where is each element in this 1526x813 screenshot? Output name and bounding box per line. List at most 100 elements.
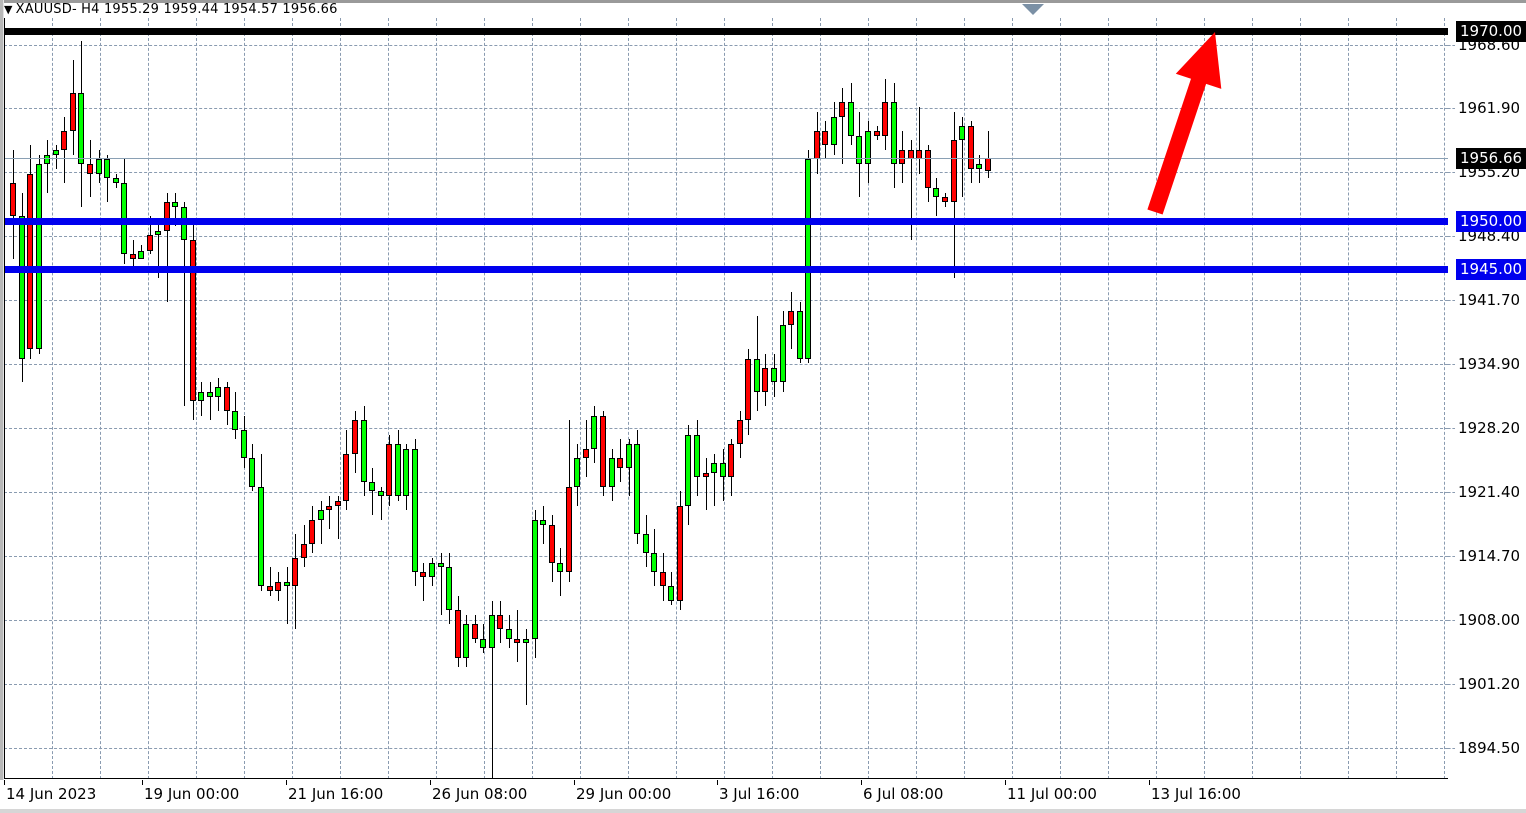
candle-body-bullish [805,159,812,359]
gridline-horizontal [4,44,1448,46]
price-level-label-1950-00[interactable]: 1950.00 [1456,211,1526,233]
price-axis-tick [1448,299,1455,301]
candle-body-bullish [796,311,803,359]
candle-body-bullish [428,562,435,577]
gridline-vertical [724,18,725,779]
gridline-horizontal [4,492,1448,494]
price-axis-label: 1941.70 [1458,290,1521,309]
candle-body-bullish [830,116,837,146]
candle-body-bullish [52,149,59,155]
candle-body-bullish [719,463,726,478]
candle-body-bearish [745,358,752,421]
candle-body-bullish [865,130,871,165]
gridline-horizontal [4,108,1448,110]
price-level-line-1956-66[interactable] [4,157,1448,159]
candle-wick [526,629,527,705]
candle-body-bullish [488,614,495,649]
time-axis[interactable]: 14 Jun 2023 19 Jun 00:00 21 Jun 16:00 26 Ju… [0,780,1526,809]
price-level-label-1970-00[interactable]: 1970.00 [1456,21,1526,43]
gridline-horizontal [4,364,1448,366]
candle-body-bearish [326,505,333,511]
candle-wick [47,140,48,193]
price-axis-tick [1448,684,1455,686]
candle-body-bullish [770,368,777,383]
time-axis-tick [4,780,5,785]
candle-body-bearish [617,458,624,468]
time-axis-label: 21 Jun 16:00 [288,785,384,803]
candle-body-bearish [266,586,273,592]
candle-body-bullish [394,444,401,497]
gridline-vertical [1204,18,1205,779]
candle-wick [919,107,920,174]
candle-body-bearish [813,130,820,160]
candle-wick [107,154,108,203]
trend-arrow-annotation [1147,32,1222,215]
candle-body-bearish [129,254,136,259]
gridline-horizontal [4,556,1448,557]
candle-body-bearish [676,505,683,601]
gridline-vertical [1396,18,1397,779]
time-axis-label: 26 Jun 08:00 [432,785,528,803]
candle-body-bullish [240,429,247,459]
candle-wick [423,562,424,601]
gridline-vertical [484,18,485,779]
candle-body-bullish [976,164,983,169]
collapse-triangle-icon[interactable]: ▼ [4,3,13,16]
gridline-vertical [964,18,965,779]
candle-body-bearish [882,102,889,136]
gridline-horizontal [4,236,1448,238]
price-axis-label: 1901.20 [1458,675,1521,694]
gridline-vertical [1252,18,1253,779]
candle-body-bullish [694,434,700,478]
price-level-label-1956-66[interactable]: 1956.66 [1456,147,1526,169]
candle-body-bearish [984,157,991,171]
candle-body-bearish [822,130,829,146]
candle-wick [372,467,373,516]
price-level-line-1945-00[interactable] [4,265,1448,273]
time-axis-label: 29 Jun 00:00 [576,785,672,803]
candle-body-bullish [523,638,529,644]
price-axis-label: 1961.90 [1458,99,1521,118]
gridline-vertical [1444,18,1445,779]
price-level-label-1945-00[interactable]: 1945.00 [1456,258,1526,280]
gridline-vertical [52,18,53,779]
candle-body-bullish [283,581,290,587]
candle-body-bearish [736,420,743,445]
price-level-line-1950-00[interactable] [4,218,1448,226]
gridline-horizontal [4,427,1448,429]
candle-body-bearish [659,572,666,587]
price-axis-tick [1448,492,1455,494]
candle-body-bullish [18,216,25,359]
candle-body-bullish [78,92,85,165]
candle-body-bearish [941,197,948,203]
candle-body-bullish [463,624,470,658]
time-axis-label: 14 Jun 2023 [6,785,97,803]
candle-wick [64,116,65,184]
price-axis[interactable]: 1968.60 1961.90 1955.20 1948.40 1941.70 1934.… [1448,18,1526,779]
candle-body-bearish [352,420,358,454]
gridline-vertical [820,18,821,779]
candle-body-bearish [309,519,316,544]
candle-body-bearish [582,448,589,459]
gridline-vertical [388,18,389,779]
price-axis-label: 1894.50 [1458,738,1521,757]
gridline-horizontal [4,747,1448,749]
candle-body-bullish [890,102,897,165]
chart-plot-area[interactable] [4,18,1448,779]
candle-wick [911,140,912,241]
candle-body-bullish [651,553,658,573]
candle-body-bearish [762,368,769,392]
time-axis-tick [142,780,143,785]
time-axis-tick [717,780,718,785]
candle-body-bearish [27,173,34,350]
candle-body-bearish [10,183,16,217]
candle-body-bullish [933,187,940,198]
price-level-line-1970-00[interactable] [4,28,1448,36]
candle-body-bearish [728,444,735,478]
candle-wick [714,453,715,506]
gridline-vertical [772,18,773,779]
symbol-ohlc-label: XAUUSD- H4 1955.29 1959.44 1954.57 1956.… [15,2,338,17]
time-axis-label: 3 Jul 16:00 [719,785,800,803]
time-axis-tick [861,780,862,785]
candle-body-bearish [967,126,974,169]
